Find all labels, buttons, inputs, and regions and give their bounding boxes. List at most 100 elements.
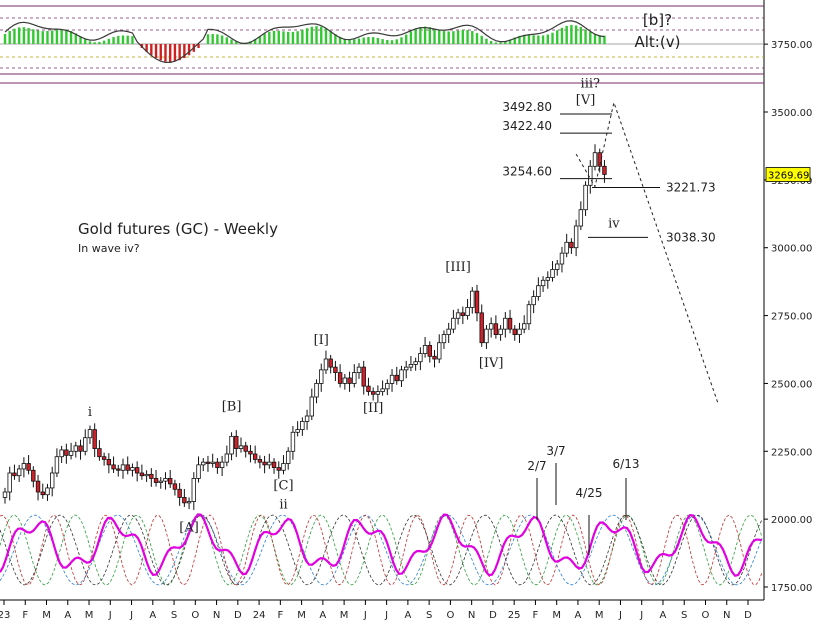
last-price-value: 3269.69 [768,171,809,182]
candle [545,271,550,289]
histogram-bar [423,26,427,44]
histogram-bar [263,33,266,44]
candle [125,456,130,475]
candle [370,387,376,401]
candle [314,379,319,404]
candle [252,445,258,464]
candle [267,453,272,469]
candle [366,377,371,396]
x-tick-label: A [660,610,667,621]
x-axis-ticks: 23 F M A M J J A S O N D 24 F M A M J J A S O N D 25 F M A M J J A S O N D [0,600,752,621]
candle [215,458,220,474]
histogram-bar [480,35,483,44]
candle [295,421,300,437]
candle [460,306,466,324]
x-tick-label: M [85,610,94,621]
x-tick-label: O [702,610,710,621]
candle [422,337,428,358]
candle [451,309,456,334]
y-tick-label: 2750.00 [771,312,812,323]
candle [130,463,135,477]
histogram-bar [131,36,134,44]
candle [399,365,404,387]
annotations: [b]? Alt:(v) [635,11,681,51]
candle [437,334,442,364]
candle [35,474,41,501]
histogram-bar [41,31,44,44]
histogram-bar [55,29,59,44]
candle [78,439,83,460]
x-tick-label: 25 [508,610,521,621]
candle [522,315,527,334]
price-level-label: 3038.30 [666,230,716,244]
projection-path [575,100,719,403]
price-level-label: 3221.73 [666,181,716,195]
x-tick-label: J [129,610,133,621]
histogram-bar [225,37,229,44]
candle [498,325,503,341]
histogram-bar [88,41,92,44]
histogram-bar [305,28,309,44]
histogram-bar [504,41,507,44]
y-tick-label: 3000.00 [771,244,812,255]
cycle-date-label: 4/25 [576,486,603,500]
x-tick-label: F [22,610,28,621]
candle [441,330,447,349]
histogram-bar [320,26,323,44]
histogram-bar [513,37,516,44]
candle [300,417,305,436]
candle [479,304,484,347]
histogram-bar [523,34,526,44]
candle [503,312,508,338]
candle [380,380,385,396]
candle [238,437,244,453]
histogram-bar [211,34,214,44]
x-tick-label: 24 [253,610,266,621]
candle [427,341,432,363]
cycle-date-markers: 2/73/7 4/25 6/13 [527,444,639,555]
histogram-bar [447,31,450,44]
histogram-bar [51,30,54,44]
histogram-bar [173,44,177,62]
histogram-bar [282,31,285,44]
histogram-bar [442,31,446,44]
histogram-bar [3,34,7,44]
histogram-bar [419,27,422,44]
histogram-bar [301,29,304,44]
candle [144,470,149,482]
histogram-bar [291,31,295,44]
histogram-bar [206,34,210,44]
wave-label: iv [608,216,620,231]
annotation-label: [b]? [643,11,672,29]
candle [493,315,499,339]
candle [559,246,565,273]
histogram-bar [499,42,502,44]
x-tick-label: J [363,610,367,621]
x-tick-label: A [319,610,326,621]
candle [120,458,126,479]
histogram-bar [164,44,167,62]
x-tick-label: J [384,610,388,621]
x-tick-label: J [108,610,112,621]
candle [285,447,291,470]
candle [26,455,31,475]
histogram-bar [272,30,276,44]
histogram-bar [187,44,191,56]
histogram-bar [324,28,328,44]
histogram-bar [183,44,186,59]
x-tick-label: D [234,610,242,621]
candle [12,464,17,480]
candle [413,357,418,371]
histogram-bar [216,34,219,44]
candle [517,322,522,343]
histogram-bar [169,44,172,62]
candle [385,379,390,396]
candle [116,464,121,477]
candle [573,219,579,257]
candle [177,483,182,506]
wave-label: i [88,405,92,420]
candle [68,442,74,460]
y-tick-label: 2000.00 [771,515,812,526]
histogram-bar [494,42,498,44]
histogram-bar [390,40,394,44]
